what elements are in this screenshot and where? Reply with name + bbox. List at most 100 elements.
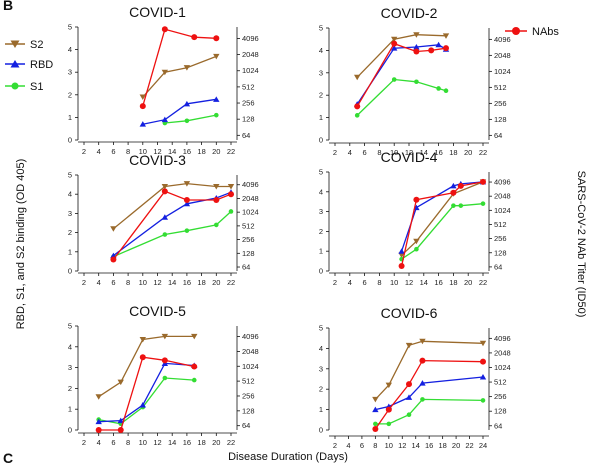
data-point-nab: [406, 381, 412, 388]
series-line-nab: [142, 28, 217, 107]
y-tick-label: 1: [319, 405, 323, 414]
data-point-s2: [413, 238, 420, 245]
y2-tick-label: 4096: [494, 35, 511, 44]
series-rbd: [372, 373, 487, 413]
data-point-s2: [139, 94, 146, 101]
y-tick-label: 4: [68, 342, 72, 351]
x-tick-label: 2: [333, 148, 337, 157]
y2-tick-label: 512: [494, 378, 507, 387]
data-point-rbd: [95, 418, 102, 425]
x-tick-label: 6: [363, 148, 367, 157]
y2-tick-label: 128: [494, 248, 507, 257]
y2-tick-label: 1024: [242, 362, 259, 371]
y2-tick-label: 256: [242, 99, 255, 108]
series-rbd: [95, 360, 198, 425]
data-point-s1: [191, 377, 197, 383]
data-point-nab: [139, 354, 146, 361]
data-point-s1: [414, 79, 419, 85]
y2-tick-label: 64: [494, 131, 502, 140]
y2-tick-label: 1024: [242, 66, 259, 75]
x-tick-label: 4: [346, 441, 350, 450]
data-point-s2: [479, 340, 487, 347]
data-point-s2: [442, 33, 450, 39]
data-point-nab: [139, 103, 146, 110]
data-point-nab: [110, 256, 117, 263]
data-point-s1: [420, 397, 425, 402]
data-point-s2: [391, 36, 398, 43]
data-point-nab: [391, 40, 398, 47]
y-tick-label: 3: [68, 68, 72, 77]
x-tick-label: 8: [126, 147, 130, 156]
data-point-rbd: [213, 96, 220, 102]
y-tick-label: 5: [68, 171, 72, 180]
series-line-rbd: [375, 376, 484, 411]
data-point-rbd: [479, 373, 487, 380]
series-line-rbd: [98, 362, 195, 423]
data-point-nab: [354, 103, 361, 110]
data-point-s2: [354, 74, 361, 81]
x-tick-label: 18: [197, 278, 205, 287]
data-point-rbd: [405, 394, 413, 400]
y2-tick-label: 1024: [494, 206, 511, 215]
y-tick-label: 3: [319, 364, 323, 373]
data-point-rbd: [183, 200, 191, 207]
y2-tick-label: 128: [242, 115, 255, 124]
y2-tick-label: 256: [242, 391, 255, 400]
series-line-s2: [356, 34, 447, 78]
series-nab: [95, 354, 198, 433]
y-tick-label: 2: [68, 90, 72, 99]
series-line-s1: [375, 398, 484, 425]
data-point-nab: [443, 45, 449, 52]
y-tick-label: 1: [319, 247, 323, 256]
x-tick-label: 8: [377, 148, 381, 157]
x-tick-label: 4: [97, 438, 101, 447]
y2-tick-label: 4096: [242, 180, 259, 189]
y-tick-label: 0: [319, 136, 323, 145]
y2-tick-label: 64: [242, 263, 250, 272]
data-point-rbd: [117, 417, 124, 424]
data-point-s2: [161, 69, 169, 76]
y2-tick-label: 4096: [494, 178, 511, 187]
data-point-s1: [214, 112, 219, 118]
series-line-nab: [98, 356, 195, 431]
series-s1: [399, 201, 486, 262]
series-s1: [373, 397, 486, 427]
y2-tick-label: 64: [242, 421, 250, 430]
y-tick-label: 2: [68, 384, 72, 393]
data-point-s1: [458, 203, 464, 208]
y-tick-label: 1: [68, 247, 72, 256]
panel-title: COVID-2: [381, 5, 438, 21]
panel-title: COVID-6: [381, 305, 438, 321]
series-nab: [398, 178, 486, 270]
data-point-rbd: [419, 380, 426, 386]
data-point-s1: [184, 118, 190, 124]
legend-item-rbd: RBD: [5, 59, 53, 71]
x-tick-label: 18: [197, 438, 205, 447]
y-tick-label: 2: [319, 227, 323, 236]
y-tick-label: 4: [319, 187, 323, 196]
y2-tick-label: 512: [494, 220, 507, 229]
y2-tick-label: 128: [494, 115, 507, 124]
legend-label-rbd: RBD: [30, 59, 53, 71]
x-tick-label: 2: [333, 441, 337, 450]
series-s1: [354, 77, 449, 118]
x-tick-label: 22: [465, 441, 473, 450]
y2-tick-label: 4096: [242, 34, 259, 43]
x-tick-label: 16: [434, 148, 442, 157]
series-nab: [354, 40, 449, 110]
data-point-s1: [391, 77, 397, 82]
data-point-rbd: [391, 45, 398, 51]
legend-item-s2: S2: [5, 39, 43, 51]
y2-tick-label: 64: [494, 262, 502, 271]
x-tick-label: 20: [452, 441, 460, 450]
y2-tick-label: 512: [494, 83, 507, 92]
data-point-s2: [161, 184, 169, 190]
y2-tick-label: 512: [242, 221, 255, 230]
x-tick-label: 8: [377, 278, 381, 287]
data-point-rbd: [161, 214, 169, 220]
panel-title: COVID-4: [381, 149, 438, 165]
data-point-s2: [183, 65, 191, 71]
